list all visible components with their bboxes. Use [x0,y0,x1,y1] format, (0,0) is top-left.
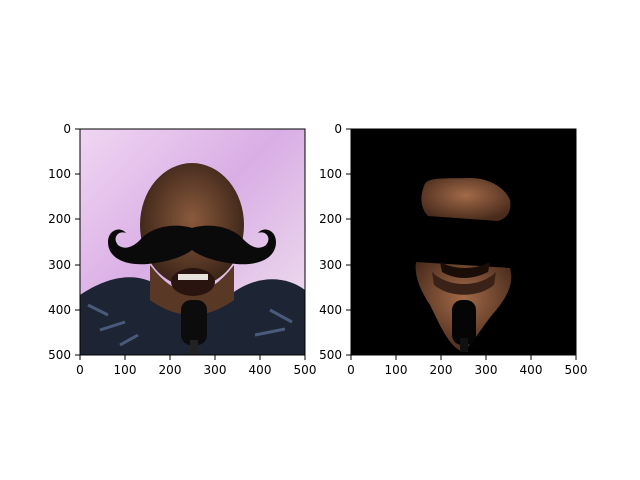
tick-label: 400 [520,363,543,377]
tick-label: 200 [48,212,71,226]
tick-label: 500 [294,363,317,377]
left-y-ticks: 0 100 200 300 400 500 [48,122,80,362]
right-image [351,129,576,355]
tick-label: 100 [319,167,342,181]
tick-label: 500 [48,348,71,362]
tick-label: 300 [319,258,342,272]
tick-label: 100 [385,363,408,377]
tick-label: 200 [159,363,182,377]
right-axes-frame [350,128,577,356]
tick-label: 200 [319,212,342,226]
right-y-ticks: 0 100 200 300 400 500 [319,122,351,362]
right-x-ticks: 0 100 200 300 400 500 [347,355,587,377]
tick-label: 300 [204,363,227,377]
tick-label: 0 [76,363,84,377]
left-image [80,129,305,355]
tick-label: 0 [347,363,355,377]
tick-label: 400 [319,303,342,317]
left-axes-frame [79,128,306,356]
tick-label: 0 [334,122,342,136]
tick-label: 300 [475,363,498,377]
tick-label: 400 [48,303,71,317]
tick-label: 100 [114,363,137,377]
tick-label: 100 [48,167,71,181]
left-x-ticks: 0 100 200 300 400 500 [76,355,316,377]
tick-label: 0 [63,122,71,136]
tick-label: 300 [48,258,71,272]
tick-label: 500 [565,363,588,377]
tick-label: 200 [430,363,453,377]
tick-label: 400 [249,363,272,377]
tick-label: 500 [319,348,342,362]
